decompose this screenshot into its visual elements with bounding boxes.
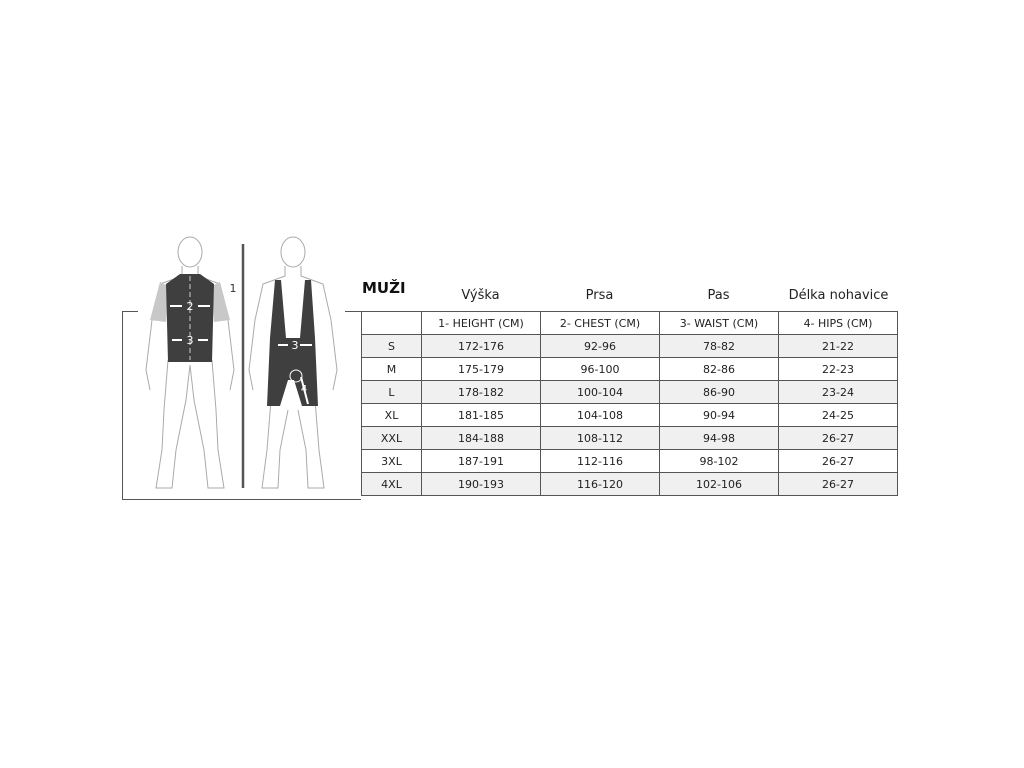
size-cell: M: [361, 357, 422, 381]
value-cell: 92-96: [540, 334, 660, 358]
table-row: L 178-182 100-104 86-90 23-24: [361, 380, 898, 404]
body-figures-illustration: 2 3 1 3 4: [145, 236, 338, 489]
value-cell: 94-98: [659, 426, 779, 450]
bib-shorts: [267, 280, 318, 406]
size-cell: XXL: [361, 426, 422, 450]
header-cell: 1- HEIGHT (CM): [421, 311, 541, 335]
table-row: 3XL 187-191 112-116 98-102 26-27: [361, 449, 898, 473]
back-figure: [248, 236, 338, 489]
size-cell: S: [361, 334, 422, 358]
value-cell: 181-185: [421, 403, 541, 427]
value-cell: 178-182: [421, 380, 541, 404]
value-cell: 102-106: [659, 472, 779, 496]
col-title-hips: Délka nohavice: [788, 288, 889, 303]
size-table: 1- HEIGHT (CM) 2- CHEST (CM) 3- WAIST (C…: [361, 311, 898, 496]
frame-left: [122, 311, 123, 499]
table-row: M 175-179 96-100 82-86 22-23: [361, 357, 898, 381]
value-cell: 86-90: [659, 380, 779, 404]
label-waist: 3: [187, 334, 194, 347]
frame-top-mid: [345, 311, 361, 312]
value-cell: 26-27: [778, 472, 898, 496]
header-cell: 3- WAIST (CM): [659, 311, 779, 335]
chart-title: MUŽI: [362, 279, 406, 297]
value-cell: 23-24: [778, 380, 898, 404]
value-cell: 104-108: [540, 403, 660, 427]
label-chest: 2: [187, 300, 194, 313]
value-cell: 187-191: [421, 449, 541, 473]
value-cell: 172-176: [421, 334, 541, 358]
table-row: XXL 184-188 108-112 94-98 26-27: [361, 426, 898, 450]
value-cell: 116-120: [540, 472, 660, 496]
value-cell: 184-188: [421, 426, 541, 450]
table-header-row: 1- HEIGHT (CM) 2- CHEST (CM) 3- WAIST (C…: [361, 311, 898, 335]
chest-arrows: [170, 305, 210, 341]
value-cell: 78-82: [659, 334, 779, 358]
waist-back-arrows: [278, 344, 312, 405]
value-cell: 24-25: [778, 403, 898, 427]
value-cell: 26-27: [778, 426, 898, 450]
table-row: 4XL 190-193 116-120 102-106 26-27: [361, 472, 898, 496]
header-cell: 4- HIPS (CM): [778, 311, 898, 335]
value-cell: 22-23: [778, 357, 898, 381]
value-cell: 112-116: [540, 449, 660, 473]
value-cell: 98-102: [659, 449, 779, 473]
value-cell: 90-94: [659, 403, 779, 427]
frame-bottom: [122, 499, 361, 500]
table-row: S 172-176 92-96 78-82 21-22: [361, 334, 898, 358]
col-title-chest: Prsa: [585, 288, 614, 303]
header-cell: [361, 311, 422, 335]
col-title-waist: Pas: [707, 288, 730, 303]
value-cell: 100-104: [540, 380, 660, 404]
size-cell: 3XL: [361, 449, 422, 473]
front-sleeves: [150, 282, 230, 322]
col-title-height: Výška: [461, 288, 500, 303]
label-hips: 4: [301, 384, 307, 395]
value-cell: 96-100: [540, 357, 660, 381]
value-cell: 21-22: [778, 334, 898, 358]
table-row: XL 181-185 104-108 90-94 24-25: [361, 403, 898, 427]
value-cell: 82-86: [659, 357, 779, 381]
size-cell: 4XL: [361, 472, 422, 496]
size-cell: XL: [361, 403, 422, 427]
frame-top-left: [122, 311, 138, 312]
value-cell: 26-27: [778, 449, 898, 473]
label-height: 1: [230, 282, 237, 295]
label-waist-back: 3: [292, 339, 299, 352]
value-cell: 175-179: [421, 357, 541, 381]
header-cell: 2- CHEST (CM): [540, 311, 660, 335]
size-cell: L: [361, 380, 422, 404]
value-cell: 108-112: [540, 426, 660, 450]
value-cell: 190-193: [421, 472, 541, 496]
